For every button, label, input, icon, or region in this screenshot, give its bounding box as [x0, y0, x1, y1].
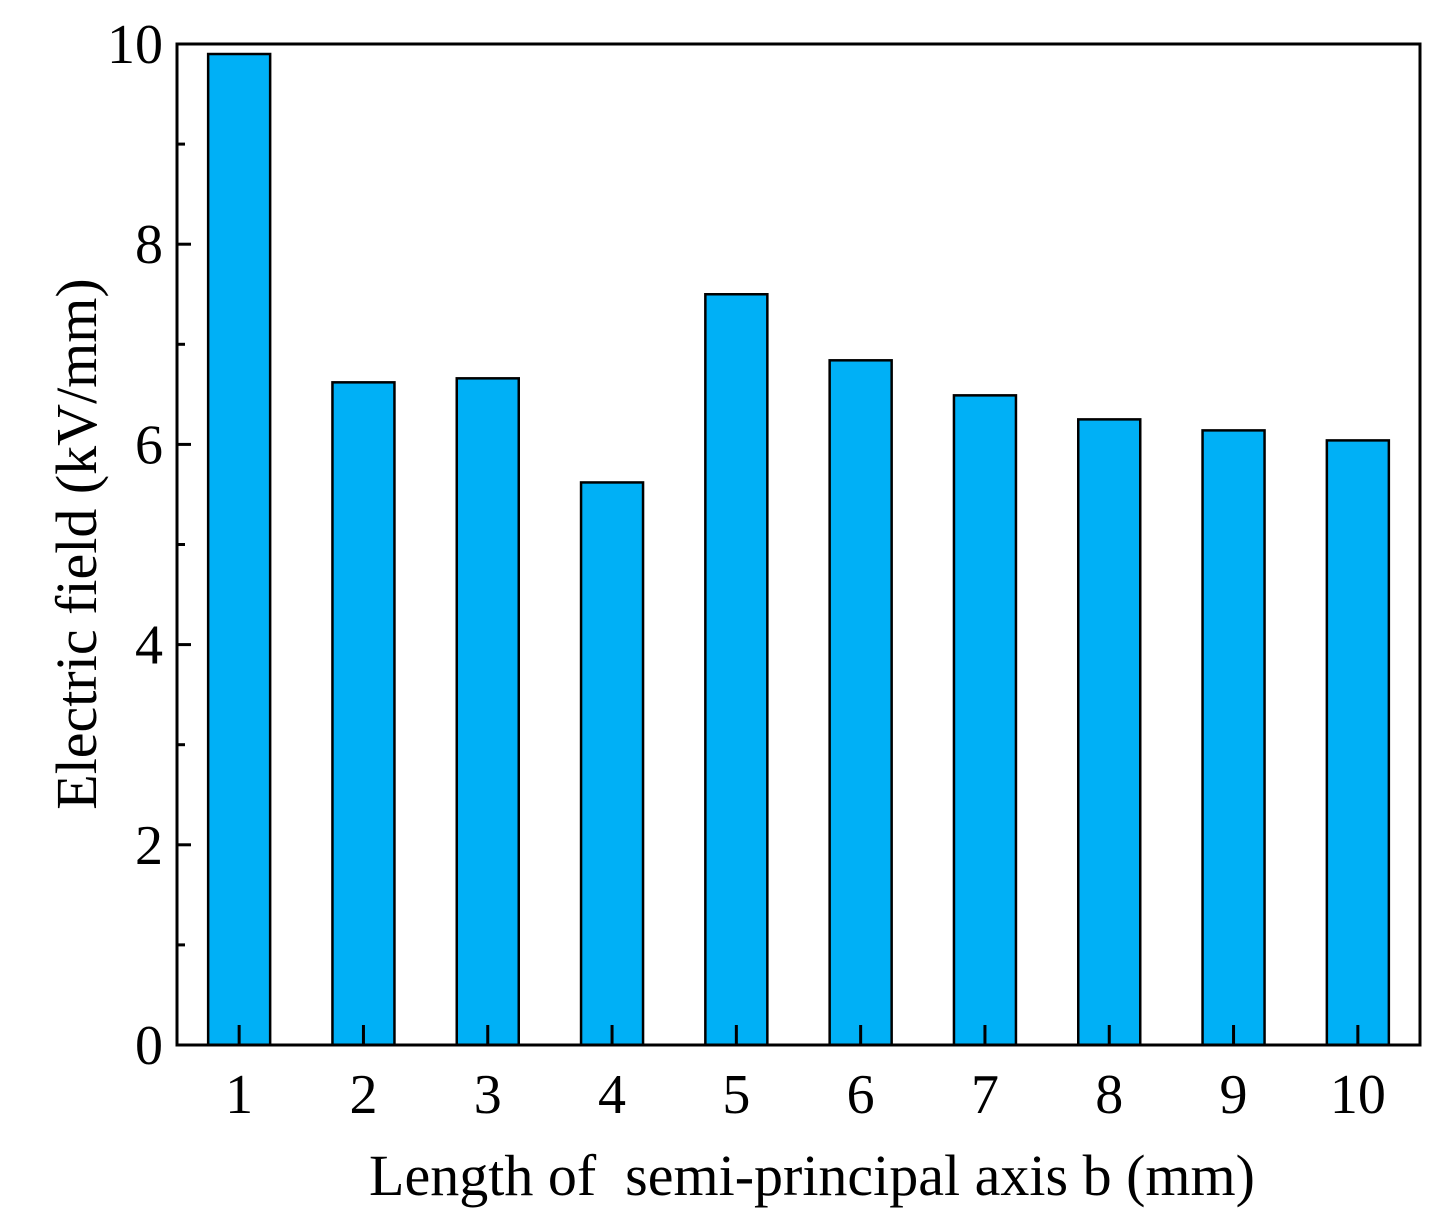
bars-layer: [206, 52, 1391, 1047]
bar-8: [1077, 418, 1142, 1047]
bar-3: [455, 377, 520, 1047]
x-axis-label: Length of semi-principal axis b (mm): [369, 1143, 1255, 1208]
x-tick-label-2: 2: [349, 1064, 377, 1126]
x-tick-label-7: 7: [971, 1064, 999, 1126]
y-tick-label-0: 0: [135, 1015, 163, 1077]
y-tick-label-10: 10: [107, 14, 163, 76]
bar-5: [704, 293, 769, 1047]
labels-layer: 1 2 3 4 5 6 7 8 9 10 0 2 4 6 8 10: [107, 14, 1386, 1126]
x-tick-label-10: 10: [1330, 1064, 1386, 1126]
x-tick-label-9: 9: [1220, 1064, 1248, 1126]
y-tick-label-6: 6: [135, 414, 163, 476]
y-tick-label-4: 4: [135, 615, 163, 677]
y-axis-label: Electric field (kV/mm): [44, 278, 109, 809]
x-tick-label-8: 8: [1095, 1064, 1123, 1126]
x-tick-label-3: 3: [474, 1064, 502, 1126]
bar-2: [331, 381, 396, 1047]
plot-frame: [175, 42, 1422, 1047]
x-tick-label-6: 6: [847, 1064, 875, 1126]
bar-10: [1325, 439, 1391, 1047]
y-tick-label-2: 2: [135, 815, 163, 877]
x-tick-label-1: 1: [225, 1064, 253, 1126]
bar-6: [828, 359, 893, 1047]
bar-1: [206, 52, 272, 1047]
bar-7: [952, 394, 1018, 1047]
y-tick-label-8: 8: [135, 214, 163, 276]
bar-4: [579, 481, 645, 1047]
bar-9: [1201, 429, 1266, 1047]
x-tick-label-5: 5: [722, 1064, 750, 1126]
x-tick-label-4: 4: [598, 1064, 626, 1126]
